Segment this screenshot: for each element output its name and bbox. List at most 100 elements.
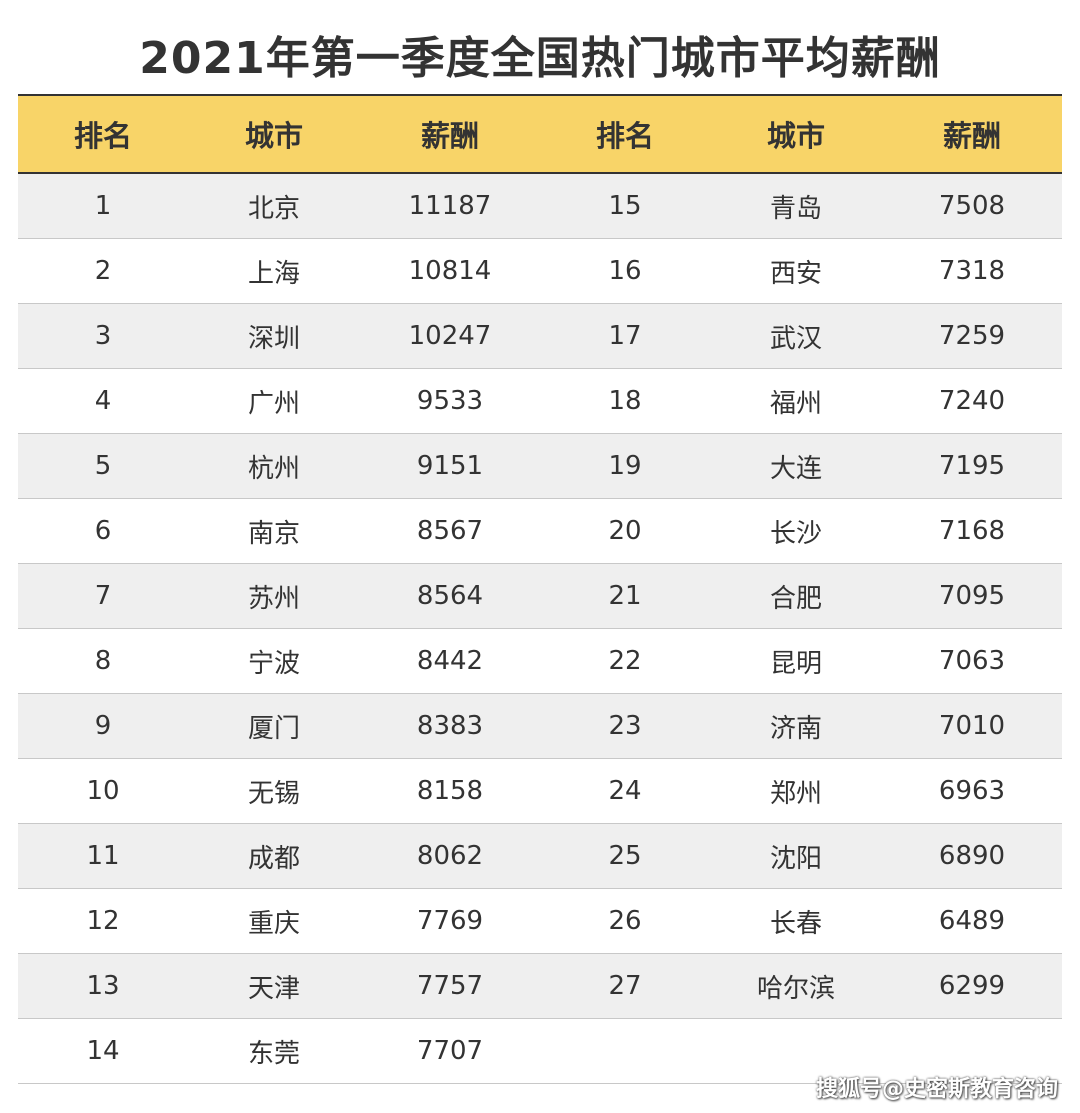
cell-city-left: 天津 <box>247 973 300 1004</box>
cell-salary-right: 7168 <box>938 516 1006 546</box>
cell-city-left: 东莞 <box>247 1038 300 1069</box>
header-salary-right: 薪酬 <box>942 119 1001 153</box>
header-rank-right: 排名 <box>595 119 654 153</box>
cell-salary-right: 7508 <box>938 191 1006 221</box>
cell-rank-right: 23 <box>608 711 642 741</box>
table-header: 排名 城市 薪酬 排名 城市 薪酬 <box>18 94 1062 174</box>
cell-rank-right: 19 <box>608 451 642 481</box>
cell-city-right: 西安 <box>769 258 822 289</box>
cell-rank-right: 24 <box>608 776 642 806</box>
table-row: 2 上海 10814 16 西安 7318 <box>18 239 1062 304</box>
cell-city-left: 无锡 <box>247 778 300 809</box>
page-title: 2021年第一季度全国热门城市平均薪酬 <box>139 33 941 84</box>
cell-rank-left: 6 <box>94 516 112 546</box>
cell-city-left: 宁波 <box>247 648 300 679</box>
cell-salary-right: 7259 <box>938 321 1006 351</box>
watermark: 搜狐号@史密斯教育咨询 <box>815 1077 1058 1102</box>
cell-salary-right: 7095 <box>938 581 1006 611</box>
cell-city-left: 苏州 <box>247 583 300 614</box>
cell-city-right: 郑州 <box>769 778 822 809</box>
cell-rank-right: 20 <box>608 516 642 546</box>
cell-city-left: 深圳 <box>247 323 300 354</box>
cell-city-right: 合肥 <box>769 583 822 614</box>
table-row: 1 北京 11187 15 青岛 7508 <box>18 174 1062 239</box>
cell-salary-right: 7240 <box>938 386 1006 416</box>
cell-salary-left: 8383 <box>416 711 484 741</box>
cell-city-right: 沈阳 <box>769 843 822 874</box>
cell-rank-right: 26 <box>608 906 642 936</box>
cell-salary-right: 7010 <box>938 711 1006 741</box>
cell-city-right: 长春 <box>769 908 822 939</box>
header-city-right: 城市 <box>766 119 825 153</box>
cell-salary-right: 6890 <box>938 841 1006 871</box>
cell-city-right: 武汉 <box>769 323 822 354</box>
cell-rank-left: 14 <box>86 1036 120 1066</box>
cell-salary-left: 8567 <box>416 516 484 546</box>
cell-city-left: 广州 <box>247 388 300 419</box>
header-city-left: 城市 <box>244 119 303 153</box>
cell-salary-left: 8062 <box>416 841 484 871</box>
cell-city-left: 厦门 <box>247 713 300 744</box>
cell-salary-right: 6963 <box>938 776 1006 806</box>
cell-salary-left: 8442 <box>416 646 484 676</box>
cell-city-left: 上海 <box>247 258 300 289</box>
table-row: 4 广州 9533 18 福州 7240 <box>18 369 1062 434</box>
cell-rank-left: 9 <box>94 711 112 741</box>
cell-salary-right: 7063 <box>938 646 1006 676</box>
table-row: 13 天津 7757 27 哈尔滨 6299 <box>18 954 1062 1019</box>
cell-salary-right: 7318 <box>938 256 1006 286</box>
cell-salary-left: 7707 <box>416 1036 484 1066</box>
cell-salary-left: 9151 <box>416 451 484 481</box>
cell-rank-left: 7 <box>94 581 112 611</box>
cell-city-left: 杭州 <box>247 453 300 484</box>
cell-rank-right: 16 <box>608 256 642 286</box>
table-row: 3 深圳 10247 17 武汉 7259 <box>18 304 1062 369</box>
cell-rank-right: 15 <box>608 191 642 221</box>
cell-rank-right: 25 <box>608 841 642 871</box>
cell-rank-left: 8 <box>94 646 112 676</box>
cell-rank-left: 3 <box>94 321 112 351</box>
cell-salary-left: 10247 <box>408 321 492 351</box>
cell-salary-left: 10814 <box>408 256 492 286</box>
cell-rank-left: 1 <box>94 191 112 221</box>
table-row: 5 杭州 9151 19 大连 7195 <box>18 434 1062 499</box>
table-row: 6 南京 8567 20 长沙 7168 <box>18 499 1062 564</box>
cell-salary-left: 8158 <box>416 776 484 806</box>
cell-city-right: 福州 <box>769 388 822 419</box>
cell-rank-right: 27 <box>608 971 642 1001</box>
table-row: 14 东莞 7707 <box>18 1019 1062 1084</box>
table-row: 11 成都 8062 25 沈阳 6890 <box>18 824 1062 889</box>
cell-city-right: 大连 <box>769 453 822 484</box>
cell-salary-left: 11187 <box>408 191 492 221</box>
cell-rank-left: 12 <box>86 906 120 936</box>
cell-city-left: 成都 <box>247 843 300 874</box>
cell-salary-right: 6299 <box>938 971 1006 1001</box>
cell-rank-left: 2 <box>94 256 112 286</box>
cell-salary-left: 7757 <box>416 971 484 1001</box>
cell-salary-left: 8564 <box>416 581 484 611</box>
table-row: 9 厦门 8383 23 济南 7010 <box>18 694 1062 759</box>
cell-city-right: 青岛 <box>769 193 822 224</box>
cell-salary-left: 7769 <box>416 906 484 936</box>
cell-rank-right: 17 <box>608 321 642 351</box>
cell-city-left: 重庆 <box>247 908 300 939</box>
header-salary-left: 薪酬 <box>420 119 479 153</box>
table-row: 12 重庆 7769 26 长春 6489 <box>18 889 1062 954</box>
cell-city-right: 昆明 <box>769 648 822 679</box>
cell-city-right: 长沙 <box>769 518 822 549</box>
cell-rank-left: 5 <box>94 451 112 481</box>
cell-rank-right: 22 <box>608 646 642 676</box>
cell-rank-left: 4 <box>94 386 112 416</box>
table-row: 10 无锡 8158 24 郑州 6963 <box>18 759 1062 824</box>
table-body: 1 北京 11187 15 青岛 7508 2 上海 10814 16 西安 7318 3 深圳 10247… <box>18 174 1062 1084</box>
header-rank-left: 排名 <box>73 119 132 153</box>
cell-city-left: 南京 <box>247 518 300 549</box>
cell-rank-left: 11 <box>86 841 120 871</box>
cell-rank-left: 10 <box>86 776 120 806</box>
cell-city-right: 济南 <box>769 713 822 744</box>
cell-salary-right: 6489 <box>938 906 1006 936</box>
cell-salary-right: 7195 <box>938 451 1006 481</box>
table-row: 7 苏州 8564 21 合肥 7095 <box>18 564 1062 629</box>
salary-table: 排名 城市 薪酬 排名 城市 薪酬 1 北京 11187 15 青岛 7508 2 上海 108… <box>18 94 1062 1084</box>
cell-rank-right: 21 <box>608 581 642 611</box>
